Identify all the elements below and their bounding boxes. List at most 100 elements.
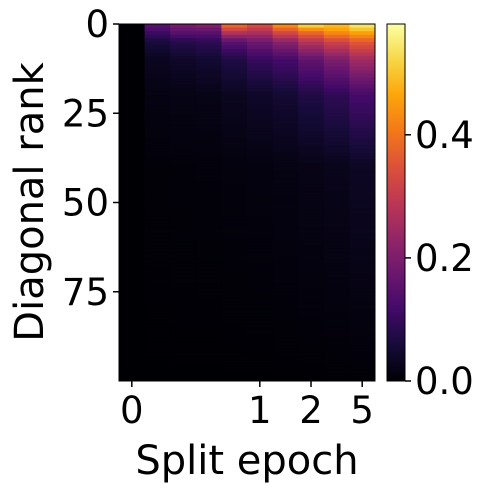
heatmap-cell	[349, 248, 376, 253]
heatmap-cell	[298, 48, 325, 53]
heatmap-cell	[349, 131, 376, 136]
heatmap-cell	[323, 238, 350, 243]
heatmap-cell	[119, 66, 145, 71]
heatmap-cell	[349, 91, 376, 96]
heatmap-cell	[195, 202, 222, 207]
heatmap-cell	[195, 256, 222, 261]
heatmap-cell	[195, 316, 222, 321]
heatmap-cell	[298, 216, 325, 221]
heatmap-cell	[119, 320, 145, 325]
heatmap-cell	[349, 102, 376, 107]
heatmap-cell	[349, 338, 376, 343]
heatmap-cell	[247, 24, 273, 28]
heatmap-cell	[119, 209, 145, 214]
heatmap-cell	[221, 377, 248, 382]
heatmap-cell	[349, 309, 376, 314]
heatmap-cell	[272, 31, 299, 36]
heatmap-cell	[221, 77, 248, 82]
heatmap-cell	[195, 198, 222, 203]
heatmap-cell	[349, 331, 376, 335]
heatmap-cell	[272, 238, 299, 243]
heatmap-cell	[247, 145, 273, 150]
heatmap-cell	[221, 70, 248, 75]
heatmap-cell	[144, 138, 171, 143]
heatmap-cell	[349, 152, 376, 157]
heatmap-cell	[272, 145, 299, 150]
heatmap-cell	[170, 95, 197, 100]
heatmap-cell	[144, 116, 171, 121]
y-tick-label: 75	[62, 271, 109, 314]
heatmap-cell	[119, 159, 145, 164]
heatmap-cell	[119, 120, 145, 125]
heatmap-cell	[272, 263, 299, 268]
heatmap-cell	[298, 95, 325, 100]
heatmap-cell	[349, 70, 376, 75]
heatmap-cell	[195, 70, 222, 75]
heatmap-cell	[170, 373, 197, 378]
heatmap-cell	[221, 259, 248, 264]
heatmap-cell	[247, 31, 273, 36]
heatmap-cell	[247, 252, 273, 257]
heatmap-cell	[195, 34, 222, 39]
heatmap-cell	[323, 134, 350, 139]
heatmap-cell	[144, 320, 171, 325]
heatmap-cell	[170, 173, 197, 178]
heatmap-cell	[323, 277, 350, 282]
heatmap-cell	[195, 273, 222, 278]
heatmap-cell	[119, 84, 145, 89]
heatmap-cell	[144, 270, 171, 275]
heatmap-cell	[195, 320, 222, 325]
heatmap-cell	[221, 134, 248, 139]
heatmap-cell	[298, 377, 325, 382]
heatmap-cell	[119, 348, 145, 353]
heatmap-cell	[195, 138, 222, 143]
heatmap-cell	[195, 73, 222, 78]
heatmap-cell	[144, 66, 171, 71]
heatmap-cell	[298, 81, 325, 86]
heatmap-cell	[349, 306, 376, 310]
heatmap-cell	[119, 295, 145, 300]
heatmap-cell	[272, 116, 299, 121]
heatmap-cell	[298, 338, 325, 343]
heatmap-cell	[221, 98, 248, 103]
heatmap-cell	[272, 309, 299, 314]
heatmap-cell	[298, 248, 325, 253]
heatmap-cell	[272, 231, 299, 236]
heatmap-cell	[170, 302, 197, 307]
heatmap-cell	[298, 263, 325, 268]
heatmap-cell	[221, 81, 248, 86]
heatmap-cell	[144, 77, 171, 82]
heatmap-cell	[195, 134, 222, 139]
heatmap-cell	[119, 309, 145, 314]
heatmap-cell	[119, 370, 145, 375]
heatmap-cell	[170, 356, 197, 360]
heatmap-cell	[170, 91, 197, 96]
heatmap-cell	[221, 366, 248, 371]
heatmap-cell	[349, 41, 376, 46]
heatmap-cell	[195, 373, 222, 378]
heatmap-cell	[298, 298, 325, 303]
heatmap-cell	[195, 245, 222, 250]
heatmap-cell	[349, 188, 376, 193]
heatmap-cell	[221, 248, 248, 253]
heatmap-cell	[272, 24, 299, 28]
heatmap-cell	[272, 227, 299, 232]
heatmap-cell	[247, 138, 273, 143]
heatmap-cell	[221, 288, 248, 293]
heatmap-cell	[144, 284, 171, 289]
heatmap-cell	[323, 59, 350, 64]
heatmap-cell	[221, 88, 248, 93]
heatmap-cell	[221, 27, 248, 32]
heatmap-cell	[119, 316, 145, 321]
heatmap-cell	[144, 170, 171, 175]
heatmap-cell	[247, 338, 273, 343]
heatmap-cell	[170, 84, 197, 89]
heatmap-cell	[247, 141, 273, 146]
heatmap-cell	[247, 234, 273, 239]
heatmap-cell	[298, 356, 325, 360]
heatmap-cell	[144, 113, 171, 118]
colorbar	[386, 23, 406, 382]
heatmap-cell	[119, 102, 145, 107]
heatmap-cell	[349, 73, 376, 78]
heatmap-cell	[144, 213, 171, 218]
